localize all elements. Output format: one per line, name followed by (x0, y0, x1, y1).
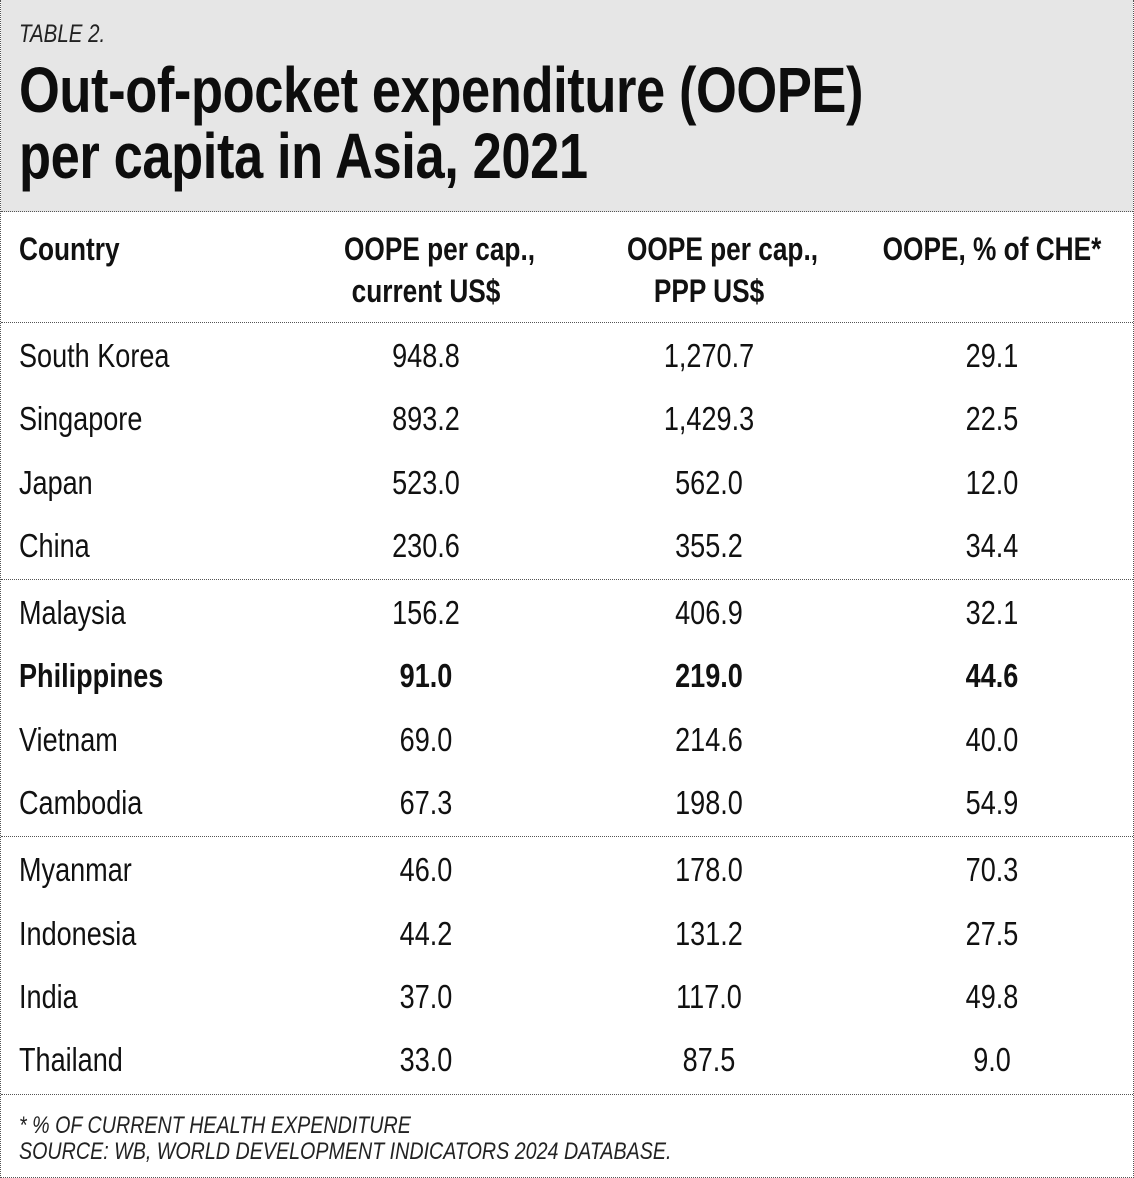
oope-ppp-usd-cell: 562.0 (675, 463, 743, 501)
oope-ppp-usd-cell: 1,270.7 (663, 337, 755, 374)
row-group: Myanmar 46.0 178.0 70.3 Indonesia 44.2 131.2 27… (1, 837, 1133, 1095)
title-line-2: per capita in Asia, 2021 (19, 120, 588, 192)
header-oope-current-usd: OOPE per cap., current US$ (344, 228, 536, 312)
oope-current-usd-cell: 46.0 (399, 851, 453, 889)
oope-ppp-usd-cell: 1,429.3 (663, 400, 755, 438)
table-body: South Korea 948.8 1,270.7 29.1 Singapore 893.… (1, 323, 1133, 1095)
table-label: TABLE 2. (19, 20, 106, 48)
oope-current-usd-cell: 69.0 (399, 720, 453, 758)
country-cell: Myanmar (19, 851, 132, 889)
oope-current-usd-cell: 893.2 (392, 400, 460, 438)
row-group: South Korea 948.8 1,270.7 29.1 Singapore 893.… (1, 323, 1133, 581)
header-oope-pct-che: OOPE, % of CHE* (882, 231, 1102, 267)
header-ppp-line-1: OOPE per cap., (627, 231, 819, 267)
header-country: Country (19, 231, 120, 267)
oope-pct-che-cell: 49.8 (965, 977, 1019, 1015)
oope-ppp-usd-cell: 219.0 (675, 657, 743, 695)
oope-current-usd-cell: 523.0 (392, 463, 460, 501)
country-cell: Philippines (19, 657, 164, 695)
oope-current-usd-cell: 67.3 (399, 784, 453, 822)
table-row: South Korea 948.8 1,270.7 29.1 (1, 324, 1133, 387)
oope-current-usd-cell: 91.0 (399, 657, 453, 695)
country-cell: Malaysia (19, 594, 126, 632)
source-note: SOURCE: WB, WORLD DEVELOPMENT INDICATORS… (19, 1137, 672, 1165)
title-block: TABLE 2. Out-of-pocket expenditure (OOPE… (1, 0, 1133, 212)
header-usd-line-1: OOPE per cap., (344, 231, 536, 267)
country-cell: China (19, 526, 90, 564)
row-group: Malaysia 156.2 406.9 32.1 Philippines 91.0 219… (1, 580, 1133, 838)
table-row: Malaysia 156.2 406.9 32.1 (1, 581, 1133, 644)
oope-ppp-usd-cell: 178.0 (675, 851, 743, 889)
oope-pct-che-cell: 22.5 (965, 400, 1019, 438)
oope-current-usd-cell: 948.8 (392, 337, 460, 374)
oope-current-usd-cell: 37.0 (399, 977, 453, 1015)
oope-pct-che-cell: 40.0 (965, 720, 1019, 758)
header-ppp-line-2: PPP US$ (653, 273, 765, 309)
table-row: India 37.0 117.0 49.8 (1, 965, 1133, 1028)
oope-pct-che-cell: 44.6 (965, 657, 1019, 695)
oope-ppp-usd-cell: 87.5 (682, 1041, 736, 1079)
header-oope-ppp-usd: OOPE per cap., PPP US$ (627, 228, 819, 312)
title-line-1: Out-of-pocket expenditure (OOPE) (19, 54, 864, 126)
country-cell: Japan (19, 463, 93, 501)
oope-current-usd-cell: 33.0 (399, 1041, 453, 1079)
footnote: * % OF CURRENT HEALTH EXPENDITURE (19, 1111, 411, 1139)
table-title: Out-of-pocket expenditure (OOPE) per cap… (19, 57, 918, 189)
oope-pct-che-cell: 27.5 (965, 914, 1019, 952)
table-row: Singapore 893.2 1,429.3 22.5 (1, 387, 1133, 450)
oope-ppp-usd-cell: 214.6 (675, 720, 743, 758)
oope-pct-che-cell: 32.1 (965, 594, 1019, 632)
column-headers: Country OOPE per cap., current US$ OOPE … (1, 212, 1133, 323)
country-cell: Cambodia (19, 784, 143, 822)
country-cell: Indonesia (19, 914, 137, 952)
table-row: China 230.6 355.2 34.4 (1, 514, 1133, 577)
oope-ppp-usd-cell: 131.2 (675, 914, 743, 952)
country-cell: Singapore (19, 400, 143, 438)
table-row: Myanmar 46.0 178.0 70.3 (1, 838, 1133, 901)
table-notes: * % OF CURRENT HEALTH EXPENDITURE SOURCE… (1, 1095, 1133, 1165)
oope-pct-che-cell: 29.1 (965, 337, 1019, 374)
country-cell: South Korea (19, 337, 170, 374)
oope-pct-che-cell: 70.3 (965, 851, 1019, 889)
oope-pct-che-cell: 54.9 (965, 784, 1019, 822)
oope-pct-che-cell: 34.4 (965, 526, 1019, 564)
oope-ppp-usd-cell: 198.0 (675, 784, 743, 822)
table-row: Thailand 33.0 87.5 9.0 (1, 1028, 1133, 1091)
header-usd-line-2: current US$ (351, 273, 501, 309)
oope-current-usd-cell: 230.6 (392, 526, 460, 564)
table-row: Indonesia 44.2 131.2 27.5 (1, 902, 1133, 965)
country-cell: Vietnam (19, 720, 118, 758)
country-cell: India (19, 977, 78, 1015)
table-row: Philippines 91.0 219.0 44.6 (1, 644, 1133, 707)
oope-ppp-usd-cell: 117.0 (676, 977, 742, 1015)
table-row: Cambodia 67.3 198.0 54.9 (1, 771, 1133, 834)
oope-pct-che-cell: 9.0 (973, 1041, 1011, 1079)
oope-current-usd-cell: 156.2 (392, 594, 460, 632)
oope-pct-che-cell: 12.0 (965, 463, 1019, 501)
table-row: Japan 523.0 562.0 12.0 (1, 451, 1133, 514)
oope-ppp-usd-cell: 406.9 (675, 594, 743, 632)
country-cell: Thailand (19, 1041, 123, 1079)
table-row: Vietnam 69.0 214.6 40.0 (1, 708, 1133, 771)
oope-ppp-usd-cell: 355.2 (675, 526, 743, 564)
oope-current-usd-cell: 44.2 (399, 914, 453, 952)
